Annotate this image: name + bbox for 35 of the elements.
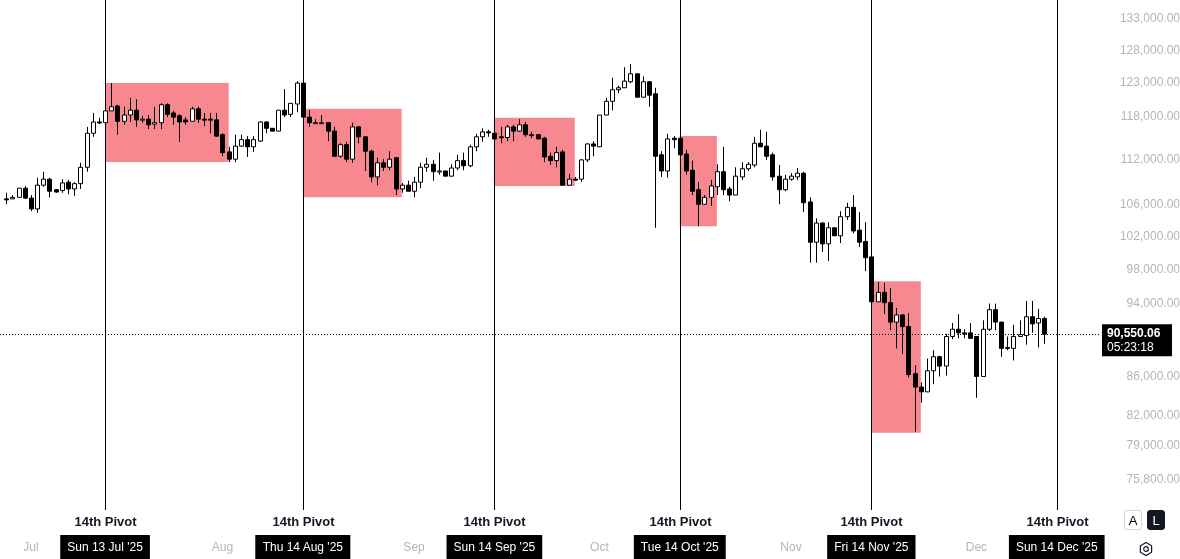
- x-tick-label: Fri 14 Nov '25: [834, 539, 909, 554]
- y-tick-label: 86,000.00: [1126, 368, 1180, 383]
- x-tick-label: Sun 14 Sep '25: [453, 539, 536, 554]
- y-tick-label: 112,000.00: [1120, 152, 1180, 167]
- y-tick-label: 98,000.00: [1126, 261, 1180, 276]
- ref-line-label: 14th Pivot: [463, 513, 527, 529]
- x-tick-label: Tue 14 Oct '25: [640, 539, 720, 554]
- x-tick-label: Sun 14 Dec '25: [1015, 539, 1098, 554]
- text: A: [1124, 510, 1142, 530]
- x-tick-label: Aug: [211, 539, 234, 554]
- y-tick-label: 133,000.00: [1119, 11, 1180, 26]
- x-tick-label: Thu 14 Aug '25: [262, 539, 344, 554]
- y-tick-label: 102,000.00: [1119, 228, 1180, 243]
- y-tick-label: 94,000.00: [1126, 295, 1180, 310]
- y-tick-label: 82,000.00: [1126, 407, 1180, 422]
- y-tick-label: 106,000.00: [1119, 197, 1180, 212]
- y-tick-label: 118,000.00: [1120, 109, 1180, 124]
- x-tick-label: Jul: [23, 539, 39, 554]
- y-tick-label: 79,000.00: [1126, 438, 1180, 453]
- y-tick-label: 123,000.00: [1119, 75, 1180, 90]
- x-tick-label: Dec: [965, 539, 988, 554]
- y-tick-label: 75,800.00: [1126, 472, 1180, 487]
- ref-line-label: 14th Pivot: [649, 513, 713, 529]
- ref-line-label: 14th Pivot: [1026, 513, 1090, 529]
- text: L: [1147, 510, 1165, 530]
- ref-line-label: 14th Pivot: [272, 513, 336, 529]
- ref-line-label: 14th Pivot: [74, 513, 138, 529]
- x-tick-label: Oct: [590, 539, 610, 554]
- ref-line-label: 90,550.06: [1107, 325, 1161, 340]
- text: 05:23:18: [1107, 339, 1155, 354]
- x-tick-label: Sun 13 Jul '25: [67, 539, 144, 554]
- x-tick-label: Sep: [403, 539, 426, 554]
- ref-line-label: 14th Pivot: [840, 513, 904, 529]
- x-tick-label: Nov: [780, 539, 802, 554]
- y-tick-label: 128,000.00: [1119, 42, 1180, 57]
